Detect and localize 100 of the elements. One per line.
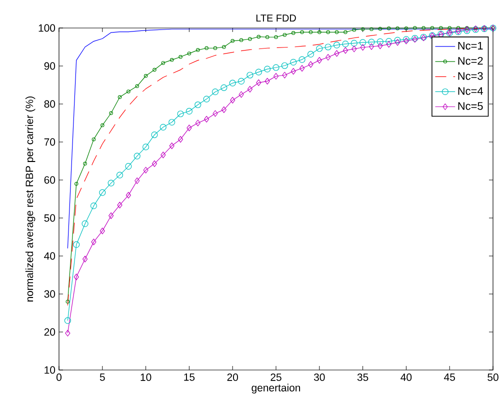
point [255, 68, 262, 76]
point [282, 72, 288, 78]
point [264, 78, 270, 84]
point [248, 37, 252, 41]
point [430, 26, 434, 30]
point [298, 56, 306, 63]
point [360, 44, 366, 51]
point [334, 50, 340, 57]
point [134, 177, 140, 184]
legend-label: Nc=5 [458, 102, 483, 110]
point [108, 180, 114, 186]
point [300, 30, 304, 34]
point [272, 64, 280, 71]
point [352, 46, 357, 52]
y-tick-label: 10 [44, 366, 56, 374]
point [73, 241, 80, 248]
chart-title: LTE FDD [256, 14, 296, 22]
point [220, 84, 228, 91]
point [308, 30, 313, 34]
point [334, 30, 339, 34]
point [186, 124, 192, 132]
point [308, 61, 314, 68]
y-tick-label: 50 [44, 214, 56, 222]
point [422, 26, 426, 30]
point [229, 80, 236, 86]
x-tick-label: 50 [488, 374, 498, 381]
y-tick-label: 20 [44, 328, 56, 336]
point [246, 72, 254, 78]
point [144, 74, 148, 78]
legend-label: Nc=2 [458, 56, 483, 65]
point [64, 317, 71, 324]
point [396, 26, 400, 30]
x-axis-title: genertaion [252, 384, 300, 394]
x-tick-label: 5 [100, 374, 105, 381]
y-tick-label: 30 [44, 290, 56, 298]
point [264, 66, 271, 72]
point [368, 43, 374, 50]
point [282, 32, 287, 37]
point [386, 41, 392, 48]
y-tick-label: 40 [44, 252, 56, 260]
legend-label: Nc=1 [458, 42, 483, 50]
point [378, 42, 383, 50]
point [100, 228, 105, 234]
point [186, 108, 192, 115]
point [290, 68, 296, 75]
point [82, 220, 88, 227]
point [204, 46, 208, 50]
point [265, 35, 270, 40]
point [187, 52, 192, 56]
point [82, 256, 88, 262]
x-tick-label: 45 [444, 374, 455, 381]
point [126, 90, 130, 94]
point [152, 68, 156, 72]
point [135, 84, 140, 88]
point [221, 106, 226, 113]
x-tick-label: 25 [270, 374, 282, 381]
x-tick-label: 30 [314, 374, 325, 381]
point [92, 137, 96, 142]
point [116, 172, 124, 178]
point [307, 50, 314, 58]
point [456, 26, 460, 30]
point [239, 38, 244, 42]
point [204, 116, 210, 122]
point [143, 166, 148, 174]
point [203, 96, 210, 102]
point [394, 36, 401, 44]
point [324, 44, 332, 50]
point [160, 152, 166, 158]
point [342, 40, 349, 48]
point [230, 39, 234, 43]
point [394, 39, 400, 46]
point [376, 38, 384, 45]
point [83, 162, 87, 166]
point [213, 46, 218, 50]
point [117, 202, 122, 208]
point [350, 40, 358, 46]
point [100, 123, 104, 128]
point [125, 163, 132, 170]
point [412, 26, 417, 30]
point [256, 79, 262, 86]
point [178, 54, 182, 59]
point [368, 38, 375, 46]
point [196, 48, 200, 52]
x-tick-label: 20 [227, 374, 238, 381]
point [386, 38, 392, 45]
x-tick-label: 15 [184, 374, 195, 381]
point [108, 212, 114, 220]
point [290, 58, 297, 66]
point [91, 238, 96, 246]
point [170, 58, 174, 62]
y-tick-label: 100 [38, 24, 56, 32]
point [118, 95, 122, 100]
legend-label: Nc=3 [458, 72, 483, 80]
point [326, 54, 331, 61]
point [274, 35, 278, 40]
point [90, 202, 98, 210]
y-tick-label: 60 [44, 176, 56, 184]
point [194, 101, 202, 108]
x-tick-label: 40 [400, 374, 412, 381]
point [360, 27, 365, 32]
